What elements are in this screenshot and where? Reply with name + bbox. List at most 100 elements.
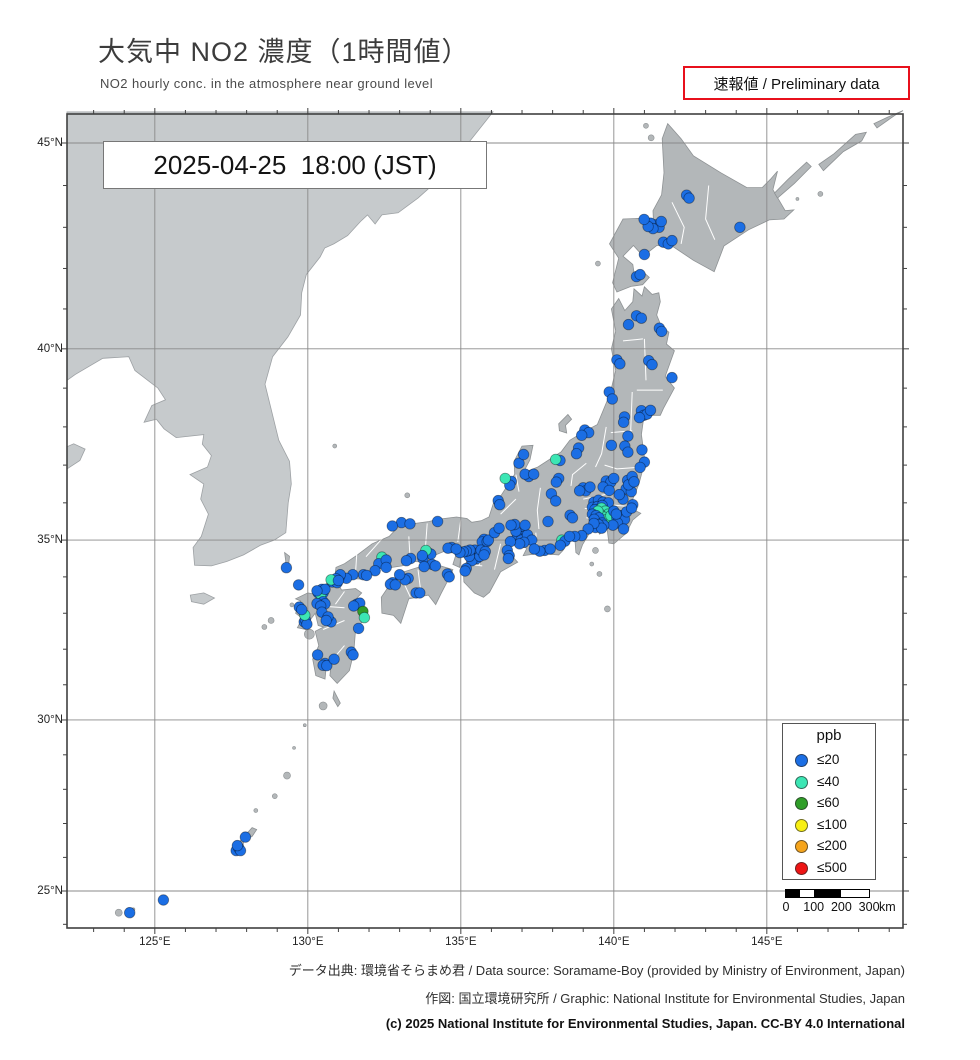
foreign-landmass [189,592,216,605]
scale-bar: 0 100 200 300 km [775,886,915,920]
small-island [589,561,595,567]
prefecture-border [622,338,643,342]
station-dot [638,248,651,261]
station-dot [610,508,623,520]
scale-segment [813,890,842,897]
station-dot [280,562,293,574]
station-dot [528,543,541,555]
station-dot [360,569,373,582]
legend-color-dot [795,818,808,832]
station-dot [622,318,635,331]
station-dot [328,653,340,665]
station-dot [320,614,332,627]
small-island [604,605,611,613]
small-island [271,793,278,799]
small-island [795,197,800,201]
station-dot [617,523,630,535]
prefecture-border [570,462,587,486]
station-dot [429,560,442,572]
station-dot [311,649,324,661]
station-dot [389,579,402,591]
legend-entry-label: ≤40 [817,773,840,789]
small-island [643,122,649,129]
scale-bar-segments [785,889,870,898]
station-dot [655,215,668,228]
prefecture-border [334,591,345,605]
small-island [289,602,295,608]
station-dot [400,555,413,567]
lon-axis-label: 135°E [445,936,477,948]
scale-unit-label: km [879,900,896,914]
station-dot [550,476,563,488]
station-dot [582,523,594,535]
station-dot [478,549,490,561]
station-dot [573,485,586,497]
station-dot [622,430,634,442]
station-dot [638,213,650,226]
station-dot [634,461,646,474]
prefecture-border [604,464,643,470]
japan-landmass [818,131,868,172]
small-island [596,571,603,577]
station-dot [493,522,505,534]
prefecture-border [515,474,520,492]
legend-color-dot [795,775,808,789]
prefecture-border [365,532,388,558]
small-island [332,443,338,449]
station-dot [566,512,579,524]
station-dot [613,488,626,501]
legend-color-dot [795,861,808,875]
station-dot [544,543,556,555]
station-dot [292,579,305,591]
small-island [261,624,268,630]
legend-entry-label: ≤20 [817,752,840,767]
station-dot [431,515,444,528]
station-dot [622,446,634,458]
station-dot [450,543,462,555]
small-island [595,260,601,267]
station-dot [348,600,360,612]
station-dot [614,358,626,370]
station-dot [644,404,657,417]
map-frame [66,113,904,929]
legend-box: ppb ≤20 ≤40 ≤60 ≤100 ≤200 ≤500 [782,723,876,880]
station-dot [628,476,640,488]
station-dot [605,439,618,452]
prefecture-border [494,543,502,570]
japan-landmass [609,122,795,293]
small-island [283,771,291,780]
lon-axis-label: 145°E [751,936,783,948]
station-dot [576,429,588,442]
station-dot [124,907,136,919]
station-dot [239,831,252,843]
lat-axis-label: 40°N [37,342,63,355]
foreign-landmass [66,111,494,567]
station-dot [603,484,615,497]
timestamp-box: 2025-04-25 18:00 (JST) [103,141,487,189]
station-dot [636,444,648,456]
lat-axis-label: 35°N [37,534,63,547]
lon-axis-label: 125°E [139,936,171,948]
station-dot [606,393,619,405]
station-dot [563,530,576,543]
scale-segment [799,890,814,897]
station-dot [528,468,540,480]
japan-landmass [773,161,812,199]
lon-axis-label: 130°E [292,936,324,948]
station-dot [570,448,583,460]
station-dot [584,481,596,493]
japan-landmass [558,413,573,434]
station-dot [295,603,308,616]
scale-label: 100 [803,900,825,914]
station-dot [550,453,562,466]
graphic-credit-note: 作図: 国立環境研究所 / Graphic: National Institut… [425,991,905,1006]
scale-label: 300 [858,900,880,914]
small-island [592,547,599,554]
station-dot [655,325,668,338]
legend-color-dot [795,797,808,810]
small-island [404,492,411,499]
legend-entry-label: ≤60 [817,795,840,810]
station-dot [443,571,455,583]
station-dot [414,587,426,599]
small-island [292,746,296,750]
